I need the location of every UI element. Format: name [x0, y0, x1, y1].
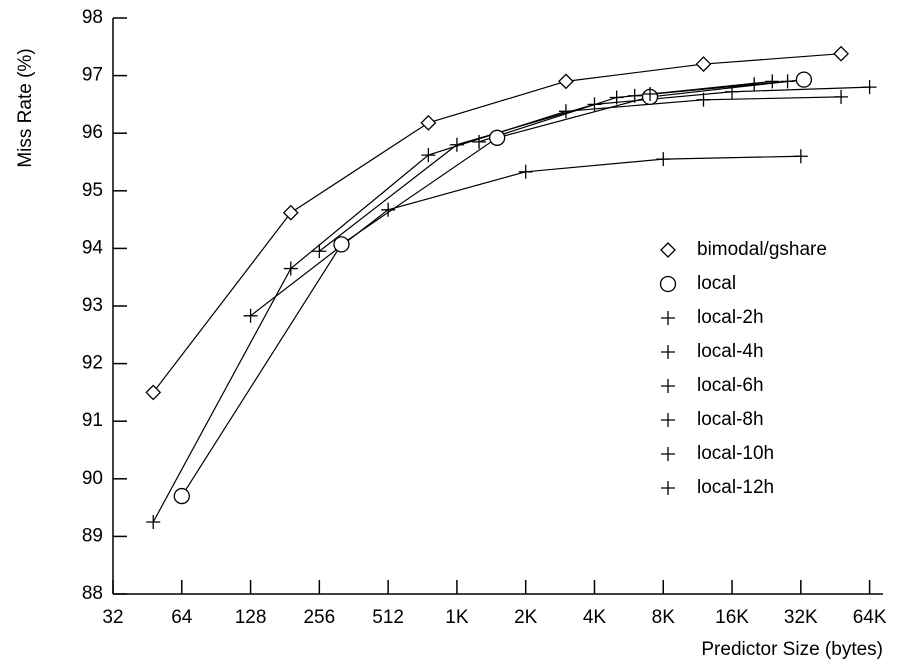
marker — [696, 92, 711, 107]
marker — [449, 137, 464, 152]
marker — [587, 97, 602, 112]
marker — [489, 129, 506, 146]
marker — [173, 487, 190, 505]
y-tick-label: 95 — [82, 180, 103, 201]
y-axis-label: Miss Rate (%) — [15, 48, 36, 167]
plot-area — [145, 45, 877, 529]
legend-marker — [661, 311, 675, 325]
legend-marker — [661, 481, 675, 495]
marker — [643, 87, 658, 102]
x-tick-label: 32K — [784, 607, 818, 628]
marker — [243, 308, 258, 323]
x-tick-label: 64K — [853, 607, 887, 628]
x-tick-label: 4K — [583, 607, 607, 628]
x-tick-label: 1K — [445, 607, 469, 628]
legend-marker — [661, 447, 675, 461]
legend-marker — [659, 275, 677, 293]
marker — [421, 148, 436, 163]
legend-label: local-12h — [697, 477, 774, 498]
marker — [725, 84, 740, 99]
marker — [518, 164, 533, 179]
marker — [695, 56, 712, 72]
marker — [627, 88, 642, 103]
y-tick-label: 97 — [82, 65, 103, 86]
y-tick-label: 96 — [82, 122, 103, 143]
x-axis-label: Predictor Size (bytes) — [701, 639, 883, 660]
x-tick-label: 128 — [235, 607, 267, 628]
x-tick-label: 32 — [102, 607, 123, 628]
marker — [558, 104, 573, 119]
marker — [780, 74, 795, 89]
marker — [747, 77, 762, 92]
y-tick-label: 88 — [82, 583, 103, 604]
x-tick-label: 512 — [372, 607, 404, 628]
marker — [793, 149, 808, 164]
marker — [312, 244, 327, 259]
series-line — [152, 53, 842, 393]
y-tick-label: 98 — [82, 7, 103, 28]
legend-label: local-8h — [697, 409, 764, 430]
legend-label: bimodal/gshare — [697, 239, 827, 260]
marker — [833, 45, 849, 62]
marker — [558, 73, 574, 90]
marker — [472, 134, 487, 149]
marker — [656, 152, 671, 167]
y-tick-label: 91 — [82, 410, 103, 431]
x-tick-label: 256 — [303, 607, 335, 628]
legend-label: local-10h — [697, 443, 774, 464]
marker — [834, 89, 849, 104]
y-tick-label: 92 — [82, 353, 103, 374]
legend-label: local-4h — [697, 341, 764, 362]
legend-label: local-6h — [697, 375, 764, 396]
marker — [862, 80, 877, 95]
marker — [146, 515, 161, 529]
marker — [283, 261, 298, 276]
y-tick-label: 93 — [82, 295, 103, 316]
marker — [282, 204, 299, 221]
marker — [145, 384, 162, 401]
marker — [420, 114, 437, 131]
marker — [795, 71, 813, 88]
marker — [765, 74, 780, 89]
y-tick-label: 90 — [82, 468, 103, 489]
x-tick-label: 8K — [652, 607, 676, 628]
marker — [609, 90, 624, 105]
x-tick-label: 16K — [715, 607, 749, 628]
marker — [333, 236, 350, 253]
marker — [381, 202, 396, 217]
series-line — [649, 80, 788, 95]
legend-label: local-2h — [697, 307, 764, 328]
y-tick-label: 89 — [82, 525, 103, 546]
y-tick-label: 94 — [82, 237, 104, 258]
legend-marker — [661, 345, 675, 359]
x-tick-label: 2K — [514, 607, 538, 628]
legend-marker — [660, 242, 676, 258]
legend-label: local — [697, 273, 736, 294]
legend-marker — [661, 379, 675, 393]
legend-marker — [661, 413, 675, 427]
x-tick-label: 64 — [171, 607, 193, 628]
